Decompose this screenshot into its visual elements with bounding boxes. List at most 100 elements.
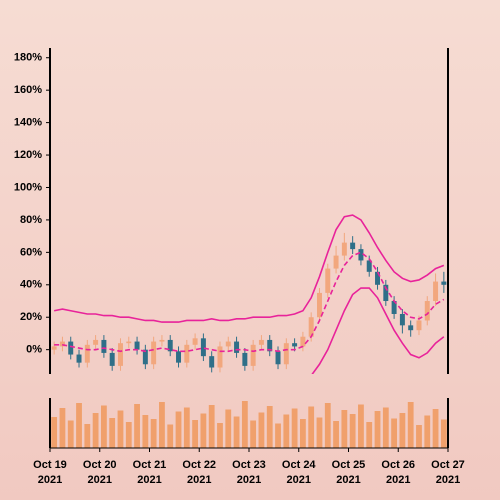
- candle-body: [242, 352, 248, 366]
- candle-body: [325, 268, 331, 293]
- volume-bar: [341, 410, 348, 448]
- y-tick-label: 120%: [14, 149, 42, 161]
- y-tick-label: 20%: [20, 311, 42, 323]
- volume-bar: [424, 415, 431, 448]
- candle-body: [51, 346, 57, 350]
- volume-bar: [117, 410, 124, 448]
- candle-body: [142, 349, 148, 365]
- y-tick-label: 80%: [20, 214, 42, 226]
- candle-body: [159, 339, 165, 342]
- volume-bar: [266, 406, 273, 448]
- volume-bar: [84, 424, 91, 448]
- volume-bar: [100, 405, 107, 448]
- candle-body: [316, 292, 322, 318]
- candle-body: [292, 343, 298, 347]
- candle-body: [350, 242, 356, 250]
- middle-band: [54, 251, 445, 353]
- volume-bar: [366, 422, 373, 448]
- y-tick-label: 180%: [14, 52, 42, 64]
- volume-bar: [200, 413, 207, 448]
- y-tick-label: 40%: [20, 279, 42, 291]
- candle-body: [217, 346, 223, 368]
- candle-body: [126, 341, 132, 344]
- upper-band: [53, 214, 445, 323]
- candle-body: [375, 271, 381, 285]
- candle-body: [300, 336, 306, 347]
- candle-body: [341, 242, 347, 256]
- candle-body: [416, 320, 422, 331]
- candle-body: [192, 338, 198, 345]
- volume-bar: [324, 403, 331, 448]
- volume-bar: [399, 413, 406, 448]
- candle-body: [117, 343, 123, 366]
- volume-panel: [51, 401, 447, 448]
- x-tick-label: Oct 22 2021: [182, 459, 217, 486]
- candle-body: [151, 341, 157, 365]
- volume-bar: [142, 415, 149, 448]
- volume-bar: [67, 420, 74, 448]
- candle-body: [134, 341, 140, 350]
- candle-body: [101, 339, 107, 353]
- price-panel: [51, 214, 447, 374]
- volume-bar: [192, 420, 199, 448]
- volume-bar: [175, 411, 182, 448]
- volume-bar: [159, 402, 165, 448]
- volume-bar: [150, 419, 157, 448]
- volume-bar: [167, 424, 174, 448]
- volume-bar: [407, 402, 414, 448]
- y-tick-label: 0%: [26, 344, 42, 356]
- volume-bar: [382, 407, 389, 448]
- candle-body: [408, 325, 414, 331]
- candle-body: [84, 344, 90, 363]
- volume-bar: [391, 418, 398, 448]
- x-tick-label: Oct 27 2021: [431, 459, 465, 486]
- volume-bar: [258, 412, 265, 448]
- volume-bar: [217, 423, 223, 448]
- candle-body: [424, 301, 430, 321]
- candle-body: [267, 339, 273, 352]
- candle-body: [250, 344, 256, 366]
- x-tick-label: Oct 25 2021: [331, 459, 366, 486]
- candle-body: [333, 255, 339, 269]
- volume-bar: [416, 425, 422, 448]
- volume-bar: [109, 418, 116, 448]
- candle-body: [167, 339, 173, 352]
- volume-bar: [241, 401, 248, 448]
- candle-body: [383, 284, 389, 302]
- x-tick-label: Oct 19 2021: [33, 459, 67, 486]
- x-tick-label: Oct 21 2021: [132, 459, 167, 486]
- volume-bar: [76, 403, 82, 448]
- x-tick-label: Oct 24 2021: [281, 459, 316, 486]
- candle-body: [225, 341, 231, 347]
- volume-bar: [432, 409, 439, 448]
- candle-body: [258, 339, 264, 345]
- volume-bar: [374, 411, 381, 448]
- volume-bar: [299, 419, 306, 448]
- candle-body: [109, 352, 115, 366]
- volume-bar: [291, 408, 298, 448]
- candle-body: [433, 281, 439, 302]
- volume-bar: [283, 414, 290, 448]
- volume-bar: [333, 421, 339, 448]
- volume-bar: [125, 422, 132, 448]
- volume-bar: [225, 409, 232, 448]
- candle-body: [308, 317, 314, 337]
- volume-bar: [349, 414, 356, 448]
- volume-bar: [250, 420, 257, 448]
- candle-body: [59, 341, 65, 347]
- volume-bar: [51, 417, 58, 448]
- candle-body: [275, 351, 281, 365]
- candle-body: [391, 301, 397, 314]
- candle-body: [184, 344, 190, 363]
- volume-bar: [308, 406, 315, 448]
- candle-body: [68, 341, 74, 355]
- volume-bar: [208, 405, 215, 448]
- volume-bar: [183, 407, 190, 448]
- volume-bar: [316, 417, 323, 448]
- candle-body: [93, 339, 99, 345]
- lower-band: [311, 287, 445, 374]
- candle-body: [366, 260, 372, 272]
- candle-body: [76, 354, 82, 363]
- candle-body: [358, 249, 364, 261]
